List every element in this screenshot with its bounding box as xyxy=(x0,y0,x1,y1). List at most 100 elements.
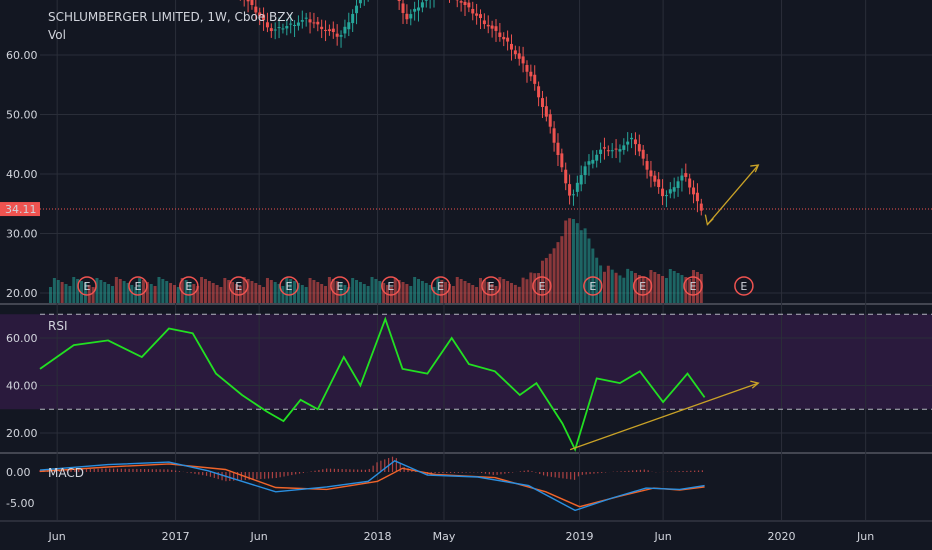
earnings-marker-label: E xyxy=(336,280,343,293)
rsi-pane xyxy=(39,313,932,453)
candle-body xyxy=(413,8,417,12)
candle-body xyxy=(478,14,482,19)
volume-bar xyxy=(265,278,269,303)
volume-bar xyxy=(176,287,180,303)
candle-body xyxy=(661,188,665,197)
volume-bar xyxy=(451,286,455,303)
candle-body xyxy=(599,149,603,154)
candle-body xyxy=(312,22,316,24)
volume-bar xyxy=(351,278,355,303)
volume-bar xyxy=(184,280,188,303)
candle-body xyxy=(417,7,421,11)
volume-bar xyxy=(95,278,99,303)
candle-body xyxy=(653,175,657,182)
volume-bar xyxy=(571,219,575,303)
volume-bar xyxy=(455,277,459,303)
volume-bars xyxy=(49,218,703,303)
candle-body xyxy=(339,35,343,37)
candle-body xyxy=(575,182,579,192)
volume-bar xyxy=(676,273,680,303)
volume-bar xyxy=(370,277,374,303)
time-tick-label: 2019 xyxy=(566,530,594,543)
candle-body xyxy=(308,19,312,23)
volume-bar xyxy=(277,284,281,303)
candle-body xyxy=(509,43,513,50)
volume-bar xyxy=(568,218,572,303)
volume-bar xyxy=(695,272,699,303)
volume-bar xyxy=(362,284,366,303)
candle-body xyxy=(645,161,649,170)
volume-bar xyxy=(672,271,676,303)
candle-body xyxy=(630,137,634,140)
volume-bar xyxy=(49,287,53,303)
candle-body xyxy=(695,192,699,202)
projection-arrow xyxy=(706,164,759,225)
candle-body xyxy=(637,144,641,152)
candle-body xyxy=(269,28,273,32)
candle-body xyxy=(672,187,676,192)
volume-bar xyxy=(246,279,250,303)
volume-bar xyxy=(463,281,467,303)
candle-body xyxy=(355,5,359,14)
candle-body xyxy=(331,28,335,33)
volume-bar xyxy=(107,284,111,303)
current-price-tag xyxy=(0,202,40,217)
volume-bar xyxy=(587,238,591,303)
rsi-label: RSI xyxy=(48,319,68,333)
time-tick-label: 2017 xyxy=(162,530,190,543)
volume-bar xyxy=(579,230,583,303)
candle-body xyxy=(327,29,331,32)
candle-body xyxy=(517,53,521,59)
volume-bar xyxy=(626,268,630,303)
volume-bar xyxy=(502,278,506,303)
volume-bar xyxy=(622,277,626,303)
volume-bar xyxy=(428,285,432,303)
volume-bar xyxy=(56,280,60,303)
volume-bar xyxy=(242,277,246,303)
volume-bar xyxy=(521,277,525,303)
volume-bar xyxy=(637,274,641,303)
candle-body xyxy=(281,28,285,30)
macd-line xyxy=(39,459,705,512)
volume-bar xyxy=(103,282,107,303)
volume-bar xyxy=(490,283,494,303)
volume-bar xyxy=(552,248,556,303)
volume-bar xyxy=(467,283,471,303)
candle-body xyxy=(351,13,355,24)
candle-body xyxy=(688,178,692,188)
earnings-marker xyxy=(734,276,754,296)
candle-body xyxy=(296,22,300,26)
candle-body xyxy=(277,27,281,29)
volume-bar xyxy=(540,260,544,303)
volume-bar xyxy=(320,284,324,303)
candle-body xyxy=(246,0,250,2)
volume-bar xyxy=(215,285,219,303)
candle-body xyxy=(258,12,262,17)
candle-body xyxy=(606,150,610,152)
candle-body xyxy=(513,50,517,55)
time-tick-label: May xyxy=(433,530,456,543)
price-tick-label: 50.00 xyxy=(6,109,38,122)
candle-body xyxy=(250,0,254,6)
volume-bar xyxy=(556,242,560,303)
volume-bar xyxy=(145,282,149,303)
volume-bar xyxy=(630,270,634,303)
volume-bar xyxy=(327,277,331,303)
candle-body xyxy=(289,23,293,25)
volume-bar xyxy=(324,286,328,303)
earnings-marker xyxy=(683,276,703,296)
volume-bar xyxy=(591,248,595,303)
volume-bar xyxy=(91,287,95,303)
volume-bar xyxy=(114,277,118,303)
volume-bar xyxy=(618,275,622,303)
candle-body xyxy=(668,189,672,194)
volume-bar xyxy=(366,286,370,303)
volume-bar xyxy=(234,284,238,303)
earnings-marker xyxy=(228,276,249,296)
volume-bar xyxy=(478,278,482,303)
earnings-marker-label: E xyxy=(84,280,91,293)
candle-body xyxy=(552,128,556,143)
volume-bar xyxy=(509,282,513,303)
